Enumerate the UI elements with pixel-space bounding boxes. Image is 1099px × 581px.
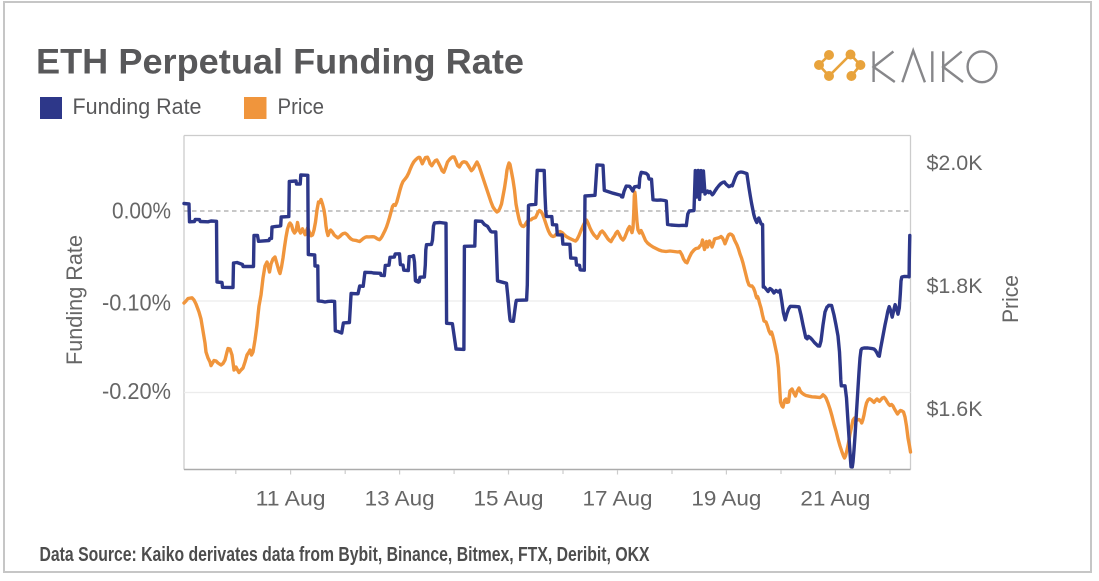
svg-text:19 Aug: 19 Aug — [691, 487, 761, 511]
svg-text:Price: Price — [278, 94, 325, 119]
svg-text:Funding Rate: Funding Rate — [73, 94, 202, 119]
svg-text:-0.20%: -0.20% — [102, 378, 171, 404]
svg-text:$1.6K: $1.6K — [927, 398, 983, 421]
svg-text:-0.10%: -0.10% — [102, 290, 171, 316]
svg-text:$2.0K: $2.0K — [927, 152, 983, 175]
svg-text:21 Aug: 21 Aug — [800, 487, 870, 511]
svg-text:17 Aug: 17 Aug — [583, 487, 653, 511]
svg-text:Funding Rate: Funding Rate — [62, 235, 87, 365]
svg-text:Data Source: Kaiko derivates d: Data Source: Kaiko derivates data from B… — [40, 544, 651, 566]
svg-text:ETH Perpetual Funding Rate: ETH Perpetual Funding Rate — [36, 42, 524, 81]
svg-text:Price: Price — [998, 275, 1023, 323]
svg-text:15 Aug: 15 Aug — [474, 487, 544, 511]
svg-text:$1.8K: $1.8K — [927, 275, 983, 298]
svg-text:0.00%: 0.00% — [112, 197, 171, 223]
svg-text:11 Aug: 11 Aug — [256, 487, 326, 511]
svg-text:13 Aug: 13 Aug — [365, 487, 435, 511]
